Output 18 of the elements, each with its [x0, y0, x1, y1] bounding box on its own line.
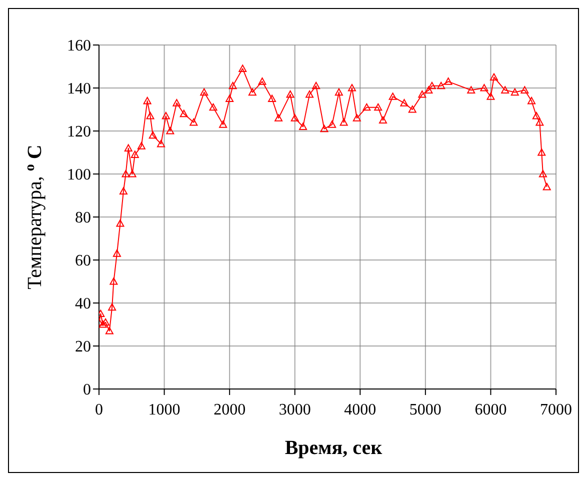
x-axis-title: Время, сек — [284, 437, 384, 460]
x-tick-label: 5000 — [409, 401, 442, 418]
x-tick-label: 3000 — [278, 401, 311, 418]
x-tick-label: 6000 — [474, 401, 507, 418]
y-tick-label: 160 — [67, 38, 91, 55]
y-tick-label: 80 — [75, 210, 91, 227]
x-tick-label: 1000 — [148, 401, 180, 418]
y-tick-label: 100 — [67, 166, 91, 184]
y-tick-label: 0 — [83, 382, 91, 399]
y-tick-label: 20 — [75, 338, 91, 356]
y-tick-label: 60 — [75, 252, 91, 270]
x-tick-label: 4000 — [344, 401, 376, 418]
x-tick-label: 2000 — [214, 401, 246, 418]
y-tick-label: 120 — [67, 124, 91, 141]
y-tick-label: 40 — [75, 296, 91, 313]
x-tick-label: 0 — [95, 401, 103, 418]
y-tick-label: 140 — [67, 80, 91, 98]
x-tick-label: 7000 — [540, 401, 572, 418]
